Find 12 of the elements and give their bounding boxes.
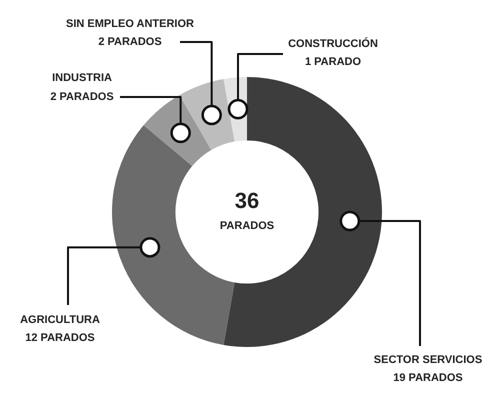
- slice-label: INDUSTRIA: [52, 72, 112, 84]
- slice-label: SIN EMPLEO ANTERIOR: [66, 18, 194, 30]
- data-label: 12 PARADOS: [25, 332, 95, 344]
- slice-label: SECTOR SERVICIOS: [374, 354, 482, 366]
- text: PARADOS: [220, 220, 274, 232]
- data-label: 2 PARADOS: [50, 91, 114, 104]
- text: 36: [234, 188, 260, 214]
- slice-label: AGRICULTURA: [20, 314, 100, 326]
- data-label: 1 PARADO: [304, 56, 362, 68]
- data-label: 19 PARADOS: [393, 372, 463, 384]
- slice-label: CONSTRUCCIÓN: [288, 37, 378, 50]
- data-label: 2 PARADOS: [98, 36, 162, 48]
